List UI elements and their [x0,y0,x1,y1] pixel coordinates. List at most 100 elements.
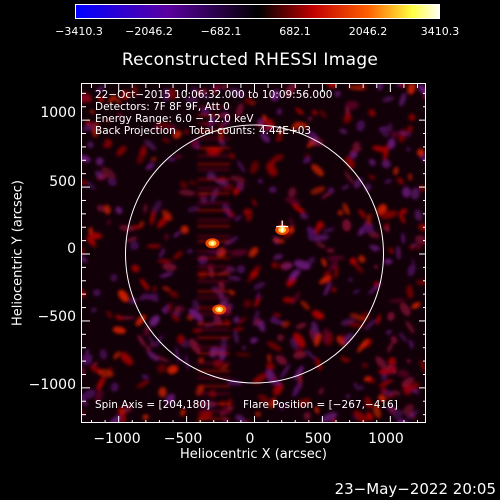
speckle-blob [103,204,111,215]
speckle-blob [363,183,372,192]
speckle-blob [82,410,85,415]
speckle-blob [288,187,297,198]
speckle-blob [162,263,177,271]
speckle-blob [95,170,105,180]
speckle-blob [119,352,134,366]
fringe-band [197,280,231,283]
speckle-blob [390,131,399,139]
speckle-blob [384,225,391,233]
fringe-band [197,296,231,299]
speckle-blob [411,302,421,309]
speckle-blob [299,213,309,220]
speckle-blob [198,410,213,420]
speckle-blob [417,243,421,251]
speckle-blob [144,139,157,151]
speckle-blob [272,238,285,244]
speckle-blob [168,290,179,299]
speckle-blob [321,257,327,268]
speckle-blob [106,310,113,319]
speckle-blob [311,164,324,177]
speckle-blob [250,160,259,174]
speckle-blob [82,247,86,255]
speckle-blob [229,289,235,296]
speckle-blob [190,86,198,94]
speckle-blob [354,385,365,391]
speckle-blob [258,394,271,405]
speckle-blob [210,188,219,203]
speckle-blob [340,355,346,361]
speckle-blob [230,249,248,257]
speckle-blob [118,316,136,320]
speckle-blob [390,335,398,344]
speckle-blob [289,270,298,282]
speckle-blob [327,84,337,89]
fringe-band [197,162,231,166]
speckle-blob [189,338,201,354]
speckle-blob [119,224,135,232]
speckle-blob [276,108,283,116]
speckle-blob [87,141,94,149]
speckle-blob [269,397,276,409]
fringe-band [197,290,231,293]
speckle-blob [237,265,246,274]
speckle-blob [396,177,405,185]
speckle-blob [265,368,277,385]
speckle-blob [378,379,393,387]
speckle-blob [406,359,412,363]
speckle-blob [417,148,425,157]
speckle-blob [358,255,366,263]
speckle-blob [314,357,322,371]
colorbar-tick-label: −3410.3 [55,25,103,38]
speckle-blob [388,298,406,303]
speckle-blob [408,339,414,349]
speckle-blob [326,255,345,261]
speckle-blob [396,245,401,260]
spin-axis-annotation: Spin Axis = [204,180] [95,399,211,411]
speckle-blob [82,366,86,376]
speckle-blob [248,247,259,258]
speckle-blob [311,110,318,115]
speckle-blob [398,332,408,343]
fringe-band [197,328,231,331]
speckle-blob [136,380,150,388]
speckle-blob [420,154,425,165]
speckle-blob [284,84,297,97]
speckle-blob [82,123,94,132]
speckle-blob [268,186,277,193]
speckle-blob [312,234,330,242]
speckle-blob [367,230,380,239]
speckle-blob [116,145,127,157]
speckle-blob [376,314,381,325]
speckle-blob [353,382,357,387]
fringe-band [197,201,231,205]
speckle-blob [161,137,171,144]
speckle-blob [407,264,416,277]
speckle-blob [376,84,383,91]
speckle-blob [110,382,119,392]
speckle-blob [95,157,104,166]
speckle-blob [110,273,118,282]
speckle-blob [331,287,337,293]
speckle-blob [184,353,189,371]
speckle-blob [415,235,425,245]
speckle-blob [254,265,261,272]
speckle-blob [406,284,414,299]
speckle-blob [171,313,180,322]
speckle-blob [146,244,162,249]
fringe-band [197,384,231,388]
speckle-blob [422,94,425,100]
speckle-blob [300,300,310,311]
speckle-blob [220,337,228,354]
speckle-blob [99,348,108,360]
speckle-blob [399,84,407,88]
speckle-blob [159,248,166,258]
speckle-blob [82,255,88,263]
speckle-blob [314,332,322,347]
speckle-blob [243,299,252,308]
speckle-blob [237,181,244,192]
speckle-blob [272,382,284,396]
speckle-blob [293,351,307,359]
fringe-band [197,346,231,349]
fringe-band [197,402,231,406]
speckle-blob [86,181,96,190]
